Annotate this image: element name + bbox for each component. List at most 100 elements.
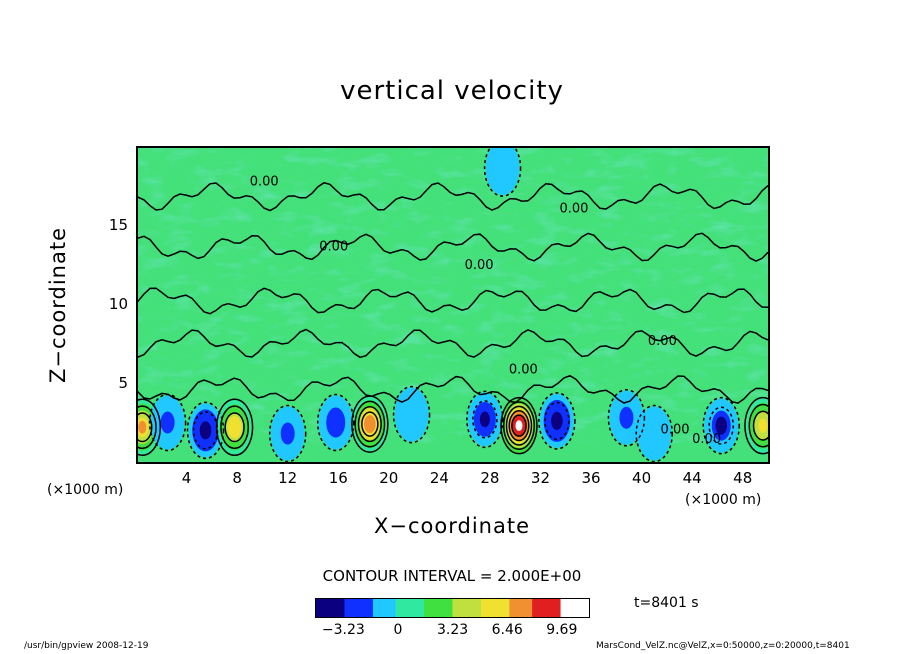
x-tick-label: 48 [733,469,753,487]
contour-line [505,405,533,446]
contour-line [483,146,522,197]
contour-line [502,401,536,451]
colorbar [315,598,590,618]
colorbar-tick-label: 6.46 [491,622,523,638]
colorbar-swatch [327,599,334,617]
contour-line [538,392,576,450]
contour-line [511,414,527,437]
colorbar-swatch [509,599,516,617]
colorbar-swatch [520,599,528,617]
cell-shade [644,418,664,449]
contour-line [607,389,646,447]
x-axis-label: X−coordinate [374,514,530,538]
x-tick-label: 4 [181,469,192,487]
cell-shade [329,413,342,432]
contour-line [544,401,570,441]
cell-shade [365,418,374,431]
contour-line [215,398,254,456]
colorbar-tick-label: 0 [393,622,403,638]
zero-contour-line [136,328,768,359]
contour-line [186,401,225,460]
zero-contour-line [136,181,768,212]
colorbar-swatch [321,599,328,617]
x-tick-label: 40 [632,469,652,487]
colorbar-swatch [458,599,465,617]
zero-contour-label: 0.00 [509,363,538,378]
cell-shade [758,418,768,433]
zero-contour-label: 0.00 [648,334,677,349]
cell-shade [230,420,240,435]
contour-line [268,404,307,462]
contour-line [192,411,219,450]
x-tick-label: 16 [328,469,348,487]
zero-contour-label: 0.00 [250,175,279,190]
contour-interval-label: CONTOUR INTERVAL = 2.000E+00 [322,567,582,585]
colorbar-swatch [372,599,380,617]
cell-shade [479,411,490,428]
plot-area: 0.00 0.00 0.00 0.00 0.00 0.00 0.00 0.00 [136,146,768,462]
cell-shade [280,422,295,445]
colorbar-swatch [435,599,442,617]
zero-contour-line [136,232,768,262]
colorbar-swatch [361,599,368,617]
zero-contour-label: 0.00 [559,201,588,216]
y-tick-label: 15 [108,216,128,234]
x-tick-label: 36 [581,469,601,487]
colorbar-tick-label: 3.23 [436,622,469,638]
colorbar-swatch [367,599,374,617]
colorbar-swatch [526,599,533,617]
contour-line [708,406,734,445]
x-tick-label: 24 [429,469,449,487]
colorbar-swatch [344,599,351,617]
footer-program-date: /usr/bin/gpview 2008-12-19 [24,641,149,651]
contour-line [220,405,250,450]
heatmap-svg: 0.000.000.000.000.000.000.000.00 [136,146,768,462]
colorbar-swatch [549,599,556,617]
y-tick-label: 10 [108,295,128,313]
colorbar-swatch [492,599,499,617]
colorbar-swatch [355,599,363,617]
contour-line [354,400,386,448]
contour-line [472,400,498,439]
colorbar-swatch [316,599,323,617]
x-tick-label: 28 [480,469,500,487]
turbulent-field [136,146,768,416]
zero-contour-label: 0.00 [465,258,494,273]
colorbar-swatch [412,599,419,617]
contour-line [702,396,740,455]
contour-line [500,396,538,455]
x-tick-label: 20 [379,469,399,487]
colorbar-swatch [571,599,579,617]
colorbar-swatch [515,599,522,617]
colorbar-tick-label: 9.69 [546,622,578,638]
colorbar-swatch [560,599,567,617]
cell-shade [138,420,147,434]
contour-line [392,385,431,444]
cell-shade [199,421,212,440]
colorbar-swatch [503,599,510,617]
colorbar-swatch [350,599,357,617]
colorbar-swatch [583,599,590,617]
contour-line [508,410,530,442]
contour-line [136,398,162,456]
colorbar-swatch [446,599,454,617]
zero-contour-line [136,287,768,315]
colorbar-swatch [554,599,562,617]
colorbar-swatch [395,599,402,617]
colorbar-swatch [475,599,482,617]
cell-shade [715,416,728,435]
contour-line [136,405,157,450]
contour-line [466,390,504,449]
contour-line [357,406,382,443]
time-label: t=8401 s [634,595,699,611]
contour-line [748,403,768,448]
colorbar-swatch [429,599,437,617]
colorbar-swatch [469,599,476,617]
colorbar-swatch [389,599,397,617]
colorbar-swatch [338,599,346,617]
colorbar-swatch [378,599,385,617]
zero-contour-label: 0.00 [692,432,721,447]
contour-line [136,412,153,443]
colorbar-swatch [566,599,573,617]
footer-file-info: MarsCond_VelZ.nc@VelZ,x=0:50000,z=0:2000… [596,641,850,651]
